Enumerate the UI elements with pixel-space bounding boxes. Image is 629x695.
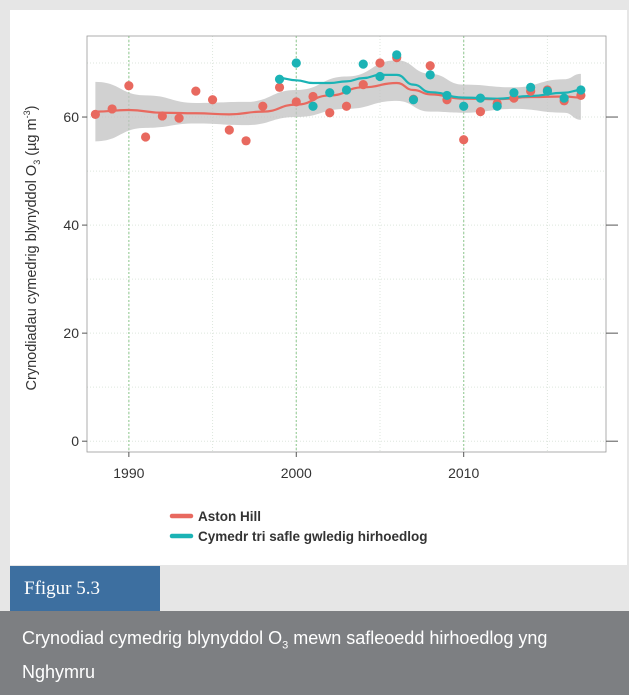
data-point-series-2 — [375, 71, 385, 82]
data-point-series-1 — [258, 101, 268, 111]
smooth-line-series-2 — [279, 73, 581, 100]
y-tick-label: 20 — [63, 325, 79, 341]
y-tick-label: 60 — [63, 109, 79, 125]
data-point-series-2 — [442, 90, 452, 101]
data-point-series-1 — [191, 86, 201, 96]
y-axis-label: Crynodiadau cymedrig blynyddol O3 (µg m-… — [22, 106, 42, 391]
data-point-series-2 — [358, 59, 368, 69]
caption-text-post: mewn safleoedd hirhoedlog yng Nghymru — [22, 628, 548, 682]
data-point-series-2 — [408, 95, 419, 105]
data-point-series-2 — [492, 101, 502, 111]
legend-label-series-2: Cymedr tri safle gwledig hirhoedlog — [198, 529, 428, 544]
data-point-series-2 — [392, 50, 402, 60]
data-point-series-1 — [325, 108, 335, 118]
axes-layer: 0 20 40 60 1990 2000 2010 — [63, 35, 618, 481]
figure-number-tab: Ffigur 5.3 — [10, 566, 160, 611]
y-axis-label-subscript: 3 — [32, 160, 42, 165]
data-point-series-2 — [559, 93, 569, 103]
data-point-series-1 — [90, 109, 100, 119]
data-point-series-2 — [308, 101, 318, 111]
data-point-series-1 — [475, 107, 486, 117]
y-axis-label-close: ) — [24, 106, 40, 111]
data-point-series-2 — [325, 88, 335, 98]
data-point-series-1 — [291, 97, 301, 107]
chart-panel: 0 20 40 60 1990 2000 2010 Crynodiadau cymedrig… — [10, 10, 627, 565]
caption-subscript: 3 — [282, 639, 289, 652]
data-point-series-1 — [241, 136, 251, 146]
confidence-band — [95, 60, 581, 142]
data-point-series-1 — [308, 91, 318, 102]
data-point-series-1 — [107, 104, 117, 114]
data-point-series-2 — [542, 86, 553, 96]
figure-caption: Crynodiad cymedrig blynyddol O3 mewn saf… — [0, 611, 629, 695]
y-tick-label: 40 — [63, 217, 79, 233]
data-point-series-1 — [358, 80, 368, 90]
data-point-series-2 — [425, 70, 435, 80]
data-point-series-1 — [224, 125, 234, 135]
ci-band-layer — [95, 60, 581, 142]
data-point-series-2 — [274, 74, 285, 84]
y-axis-label-superscript: -3 — [22, 110, 32, 118]
data-point-series-1 — [375, 58, 385, 68]
data-point-series-2 — [576, 85, 586, 95]
data-point-series-1 — [207, 95, 218, 105]
plot-border — [86, 35, 607, 453]
data-point-series-1 — [157, 111, 167, 121]
data-point-series-2 — [526, 82, 536, 92]
y-axis-label-unit: (µg m — [24, 118, 40, 159]
data-point-series-1 — [425, 61, 435, 71]
data-point-series-1 — [274, 82, 285, 92]
y-axis-title: Crynodiadau cymedrig blynyddol O3 (µg m-… — [22, 106, 42, 391]
caption-text-pre: Crynodiad cymedrig blynyddol O — [22, 628, 283, 648]
x-tick-label: 1990 — [113, 465, 144, 481]
data-point-series-1 — [140, 132, 151, 142]
x-tick-label: 2000 — [281, 465, 312, 481]
x-tick-label: 2010 — [448, 465, 479, 481]
data-point-series-1 — [124, 81, 134, 91]
data-point-series-2 — [459, 101, 469, 111]
points-layer — [90, 50, 586, 146]
data-point-series-1 — [174, 113, 184, 123]
data-point-series-2 — [341, 85, 352, 95]
legend: Aston Hill Cymedr tri safle gwledig hirho… — [169, 509, 428, 544]
legend-label-series-1: Aston Hill — [198, 509, 261, 524]
data-point-series-2 — [475, 93, 486, 103]
data-point-series-2 — [291, 58, 301, 68]
data-point-series-1 — [341, 101, 352, 111]
data-point-series-2 — [509, 88, 519, 98]
chart-svg: 0 20 40 60 1990 2000 2010 Crynodiadau cymedrig… — [22, 35, 618, 544]
y-axis-label-text: Crynodiadau cymedrig blynyddol O — [24, 165, 40, 391]
data-point-series-1 — [459, 135, 469, 145]
y-tick-label: 0 — [71, 433, 79, 449]
